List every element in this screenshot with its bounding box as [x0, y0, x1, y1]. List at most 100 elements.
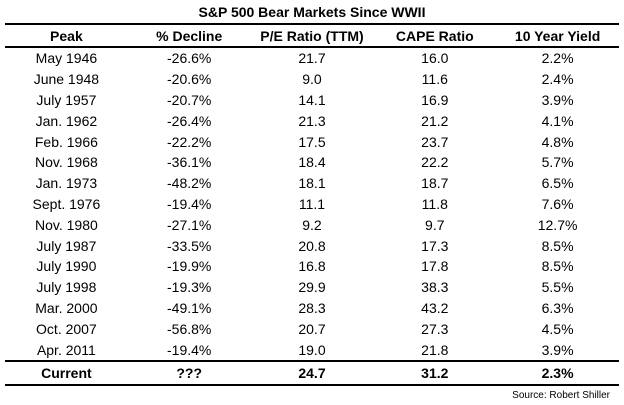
table-row: Jan. 1973 -48.2% 18.1 18.7 6.5% — [5, 173, 619, 194]
value-cell: 8.5% — [541, 258, 574, 275]
table-row: Sept. 1976 -19.4% 11.1 11.8 7.6% — [5, 194, 619, 215]
peak-cell: Mar. 2000 — [35, 299, 98, 316]
peak-cell: Jan. 1962 — [35, 112, 98, 129]
value-cell: 3.9% — [541, 91, 574, 108]
table-row: Apr. 2011 -19.4% 19.0 21.8 3.9% — [5, 339, 619, 361]
table-row: Nov. 1968 -36.1% 18.4 22.2 5.7% — [5, 152, 619, 173]
current-value-cell: 24.7 — [298, 364, 326, 381]
table-row: Mar. 2000 -49.1% 28.3 43.2 6.3% — [5, 298, 619, 319]
value-cell: 21.8 — [421, 341, 449, 358]
value-cell: 6.5% — [541, 175, 574, 192]
value-cell: -19.9% — [167, 258, 212, 275]
header-row: Peak % Decline P/E Ratio (TTM) CAPE Ratio 10… — [5, 24, 619, 47]
value-cell: 29.9 — [298, 279, 326, 296]
value-cell: 6.3% — [541, 299, 574, 316]
value-cell: -26.6% — [167, 50, 212, 67]
value-cell: 22.2 — [421, 154, 449, 171]
current-value-cell: 31.2 — [421, 364, 449, 381]
value-cell: 17.3 — [421, 237, 449, 254]
peak-cell: Oct. 2007 — [36, 320, 97, 337]
value-cell: 2.2% — [541, 50, 574, 67]
peak-cell: Nov. 1968 — [35, 154, 98, 171]
peak-cell: Jan. 1973 — [35, 175, 98, 192]
value-cell: -26.4% — [167, 112, 212, 129]
current-value-cell: 2.3% — [541, 364, 574, 381]
table-row: July 1990 -19.9% 16.8 17.8 8.5% — [5, 256, 619, 277]
value-cell: 14.1 — [298, 91, 326, 108]
value-cell: -20.6% — [167, 71, 212, 88]
table-row: Oct. 2007 -56.8% 20.7 27.3 4.5% — [5, 318, 619, 339]
source-note: Source: Robert Shiller — [512, 389, 610, 401]
peak-cell: Nov. 1980 — [35, 216, 98, 233]
value-cell: -49.1% — [167, 299, 212, 316]
value-cell: 5.7% — [541, 154, 574, 171]
value-cell: 8.5% — [541, 237, 574, 254]
value-cell: 9.7 — [425, 216, 445, 233]
value-cell: 18.4 — [298, 154, 326, 171]
current-value-cell: ??? — [176, 364, 203, 381]
value-cell: 19.0 — [298, 341, 326, 358]
value-cell: 9.2 — [302, 216, 322, 233]
value-cell: 27.3 — [421, 320, 449, 337]
peak-cell: July 1998 — [36, 279, 97, 296]
value-cell: -22.2% — [167, 133, 212, 150]
peak-cell: June 1948 — [33, 71, 100, 88]
value-cell: 11.6 — [421, 71, 448, 88]
column-header: 10 Year Yield — [514, 27, 601, 44]
table-row: May 1946 -26.6% 21.7 16.0 2.2% — [5, 47, 619, 69]
value-cell: -56.8% — [167, 320, 212, 337]
table-row: June 1948 -20.6% 9.0 11.6 2.4% — [5, 69, 619, 90]
table-title: S&P 500 Bear Markets Since WWII — [198, 4, 426, 20]
column-header: % Decline — [156, 27, 223, 44]
value-cell: 21.2 — [421, 112, 449, 129]
peak-cell: July 1990 — [36, 258, 97, 275]
value-cell: 16.8 — [298, 258, 326, 275]
value-cell: 11.8 — [421, 195, 448, 212]
value-cell: 5.5% — [541, 279, 574, 296]
value-cell: 21.7 — [298, 50, 326, 67]
value-cell: -33.5% — [167, 237, 212, 254]
value-cell: -19.3% — [167, 279, 212, 296]
value-cell: 20.7 — [298, 320, 326, 337]
value-cell: 11.1 — [298, 195, 326, 212]
table-row: July 1987 -33.5% 20.8 17.3 8.5% — [5, 235, 619, 256]
value-cell: 16.0 — [421, 50, 449, 67]
value-cell: 28.3 — [298, 299, 326, 316]
column-header: Peak — [50, 27, 83, 44]
peak-cell: Feb. 1966 — [34, 133, 98, 150]
peak-cell: Sept. 1976 — [32, 195, 101, 212]
value-cell: 38.3 — [421, 279, 449, 296]
table-row: July 1998 -19.3% 29.9 38.3 5.5% — [5, 277, 619, 298]
peak-cell: July 1957 — [36, 91, 97, 108]
value-cell: -19.4% — [167, 341, 212, 358]
value-cell: 4.1% — [541, 112, 574, 129]
value-cell: 16.9 — [421, 91, 449, 108]
bear-markets-table: Peak % Decline P/E Ratio (TTM) CAPE Ratio 10… — [5, 23, 619, 386]
value-cell: 17.8 — [421, 258, 449, 275]
value-cell: 7.6% — [541, 195, 574, 212]
table-head: Peak % Decline P/E Ratio (TTM) CAPE Ratio 10… — [5, 24, 619, 47]
column-header: CAPE Ratio — [395, 27, 474, 44]
value-cell: 17.5 — [298, 133, 326, 150]
value-cell: -20.7% — [167, 91, 212, 108]
value-cell: -19.4% — [167, 195, 212, 212]
value-cell: 3.9% — [541, 341, 574, 358]
peak-cell: Apr. 2011 — [36, 341, 96, 358]
value-cell: 12.7% — [537, 216, 578, 233]
column-header: P/E Ratio (TTM) — [260, 27, 364, 44]
table-row: Nov. 1980 -27.1% 9.2 9.7 12.7% — [5, 214, 619, 235]
table-row: Jan. 1962 -26.4% 21.3 21.2 4.1% — [5, 110, 619, 131]
value-cell: 4.5% — [541, 320, 574, 337]
table-body: May 1946 -26.6% 21.7 16.0 2.2% June 1948 -20.6… — [5, 47, 619, 361]
table-foot: Current??? 24.7 31.2 2.3% — [5, 360, 619, 385]
value-cell: 21.3 — [298, 112, 326, 129]
value-cell: -27.1% — [167, 216, 212, 233]
table-row: Feb. 1966 -22.2% 17.5 23.7 4.8% — [5, 131, 619, 152]
value-cell: 18.1 — [298, 175, 326, 192]
current-row: Current??? 24.7 31.2 2.3% — [5, 360, 619, 385]
value-cell: 2.4% — [541, 71, 574, 88]
value-cell: 43.2 — [421, 299, 449, 316]
value-cell: 18.7 — [421, 175, 449, 192]
table-row: July 1957 -20.7% 14.1 16.9 3.9% — [5, 90, 619, 111]
